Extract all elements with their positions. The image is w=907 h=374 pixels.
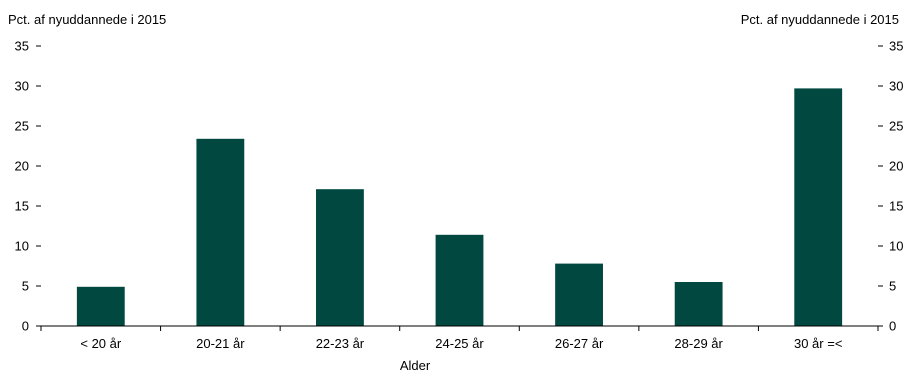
x-tick-label: 24-25 år (435, 336, 484, 351)
right-y-tick-label: 30 (889, 79, 903, 94)
bar (196, 138, 245, 326)
bar (316, 189, 364, 326)
right-y-tick-label: 0 (889, 319, 896, 334)
left-y-tick-label: 15 (15, 199, 29, 214)
right-y-axis-ticks: 0 5 10 15 20 25 30 35 (878, 39, 903, 334)
bar (435, 234, 484, 326)
x-tick-label: 30 år =< (794, 336, 842, 351)
bar (76, 286, 125, 326)
right-y-tick-label: 10 (889, 239, 903, 254)
bar-series (76, 88, 843, 327)
x-axis-label: Alder (400, 358, 431, 373)
x-tick-label: 22-23 år (316, 336, 365, 351)
right-y-tick-label: 5 (889, 279, 896, 294)
x-tick-label: 28-29 år (674, 336, 723, 351)
left-y-tick-label: 0 (22, 319, 29, 334)
y-axis-label-right: Pct. af nyuddannede i 2015 (741, 12, 899, 27)
x-axis-tick-labels: < 20 år 20-21 år 22-23 år 24-25 år 26-27 år 2… (80, 336, 842, 351)
right-y-tick-label: 25 (889, 119, 903, 134)
left-y-tick-label: 35 (15, 39, 29, 54)
y-axis-label-left: Pct. af nyuddannede i 2015 (8, 12, 166, 27)
bar (794, 88, 843, 327)
left-y-tick-label: 10 (15, 239, 29, 254)
x-tick-label: < 20 år (80, 336, 122, 351)
x-tick-label: 20-21 år (196, 336, 245, 351)
right-y-tick-label: 20 (889, 159, 903, 174)
x-tick-label: 26-27 år (555, 336, 604, 351)
right-y-tick-label: 15 (889, 199, 903, 214)
left-y-tick-label: 5 (22, 279, 29, 294)
left-y-axis-ticks: 0 5 10 15 20 25 30 35 (15, 39, 41, 334)
right-y-tick-label: 35 (889, 39, 903, 54)
x-axis-ticks (40, 326, 879, 331)
bar (555, 263, 603, 326)
bar (674, 282, 723, 326)
left-y-tick-label: 20 (15, 159, 29, 174)
left-y-tick-label: 25 (15, 119, 29, 134)
left-y-tick-label: 30 (15, 79, 29, 94)
